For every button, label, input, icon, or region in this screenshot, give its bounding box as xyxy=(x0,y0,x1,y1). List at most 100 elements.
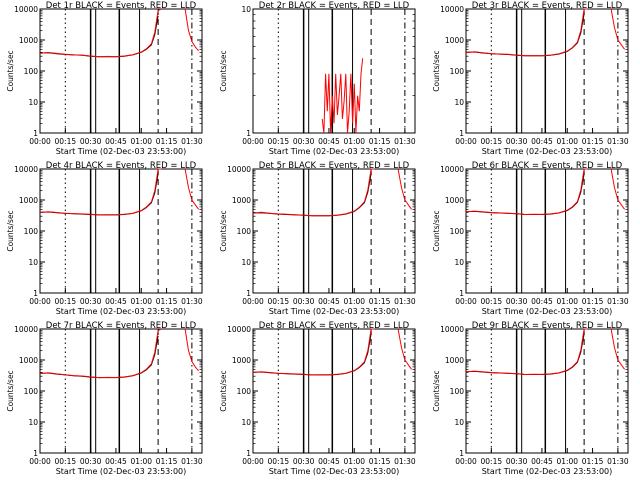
x-tick-label: 00:00 xyxy=(242,297,264,306)
y-tick-label: 100 xyxy=(237,387,252,396)
x-tick-label: 00:00 xyxy=(29,137,51,146)
events-series-line xyxy=(39,335,159,379)
panel-title: Det 8r BLACK = Events, RED = LLD xyxy=(259,321,410,331)
x-tick-label: 00:00 xyxy=(242,137,264,146)
y-tick-label: 10 xyxy=(454,98,464,107)
y-tick-label: 10000 xyxy=(440,325,464,334)
x-tick-label: 00:45 xyxy=(531,297,553,306)
y-tick-label: 1 xyxy=(246,449,251,458)
x-tick-label: 00:30 xyxy=(80,137,102,146)
x-tick-label: 00:15 xyxy=(55,457,77,466)
panel-det-6: Det 6r BLACK = Events, RED = LLD 1 10 100 10… xyxy=(432,161,629,316)
events-series-line xyxy=(252,173,372,217)
y-tick-label: 10000 xyxy=(14,165,38,174)
x-tick-label: 01:15 xyxy=(156,457,178,466)
x-axis-label: Start Time (02-Dec-03 23:53:00) xyxy=(269,307,400,316)
x-tick-label: 00:15 xyxy=(55,297,77,306)
y-axis-label: Counts/sec xyxy=(6,210,15,251)
x-tick-label: 01:00 xyxy=(343,297,365,306)
events-series-line xyxy=(465,173,585,215)
panel-det-1: Det 1r BLACK = Events, RED = LLD 1 10 100 10… xyxy=(6,1,203,156)
lld-series-line xyxy=(465,8,626,57)
x-tick-label: 00:00 xyxy=(29,297,51,306)
lld-series-line xyxy=(252,168,413,217)
x-tick-label: 00:15 xyxy=(55,137,77,146)
x-tick-label: 01:00 xyxy=(556,457,578,466)
x-tick-label: 00:00 xyxy=(455,297,477,306)
plot-frame xyxy=(39,168,203,294)
x-tick-label: 01:30 xyxy=(394,137,416,146)
lld-series-line xyxy=(465,328,626,376)
x-tick-label: 01:15 xyxy=(369,297,391,306)
plot-frame xyxy=(252,328,416,454)
x-tick-label: 01:15 xyxy=(582,137,604,146)
x-tick-label: 00:15 xyxy=(268,457,290,466)
y-tick-label: 1 xyxy=(33,449,38,458)
lld-series-line xyxy=(39,328,199,379)
x-tick-label: 00:45 xyxy=(105,297,127,306)
x-tick-label: 00:15 xyxy=(481,297,503,306)
y-tick-label: 100 xyxy=(24,227,39,236)
x-tick-label: 00:45 xyxy=(318,297,340,306)
y-tick-label: 10000 xyxy=(440,165,464,174)
x-tick-label: 00:30 xyxy=(80,297,102,306)
panel-det-9: Det 9r BLACK = Events, RED = LLD 1 10 100 10… xyxy=(432,321,629,476)
x-tick-label: 01:15 xyxy=(369,137,391,146)
y-tick-label: 10000 xyxy=(14,325,38,334)
x-tick-label: 01:00 xyxy=(556,137,578,146)
x-tick-label: 00:15 xyxy=(481,457,503,466)
x-tick-label: 01:00 xyxy=(343,457,365,466)
events-series-line xyxy=(39,173,159,216)
y-tick-label: 10 xyxy=(454,258,464,267)
panel-det-7: Det 7r BLACK = Events, RED = LLD 1 10 100 10… xyxy=(6,321,203,476)
x-tick-label: 00:00 xyxy=(455,137,477,146)
x-tick-label: 00:30 xyxy=(80,457,102,466)
x-tick-label: 00:00 xyxy=(29,457,51,466)
x-tick-label: 01:15 xyxy=(582,457,604,466)
x-tick-label: 01:15 xyxy=(156,137,178,146)
x-axis-label: Start Time (02-Dec-03 23:53:00) xyxy=(56,467,187,476)
y-tick-label: 10000 xyxy=(14,5,38,14)
x-tick-label: 00:30 xyxy=(506,137,528,146)
x-tick-label: 01:30 xyxy=(181,297,203,306)
y-tick-label: 10 xyxy=(28,418,38,427)
x-axis-label: Start Time (02-Dec-03 23:53:00) xyxy=(482,467,613,476)
lld-series-line xyxy=(465,168,626,216)
x-tick-label: 00:30 xyxy=(506,297,528,306)
x-tick-label: 00:30 xyxy=(293,137,315,146)
x-tick-label: 00:30 xyxy=(506,457,528,466)
y-tick-label: 1000 xyxy=(19,196,38,205)
events-series-line xyxy=(252,333,372,376)
y-tick-label: 10000 xyxy=(440,5,464,14)
y-tick-label: 10000 xyxy=(227,325,251,334)
events-series-line xyxy=(465,13,585,57)
y-axis-label: Counts/sec xyxy=(219,50,228,91)
y-tick-label: 100 xyxy=(24,67,39,76)
y-tick-label: 1000 xyxy=(445,356,464,365)
lld-series-line xyxy=(321,58,364,134)
x-tick-label: 01:00 xyxy=(556,297,578,306)
panel-det-5: Det 5r BLACK = Events, RED = LLD 1 10 100 10… xyxy=(219,161,416,316)
events-series-line xyxy=(465,333,585,375)
panel-det-3: Det 3r BLACK = Events, RED = LLD 1 10 100 10… xyxy=(432,1,629,156)
lld-series-line xyxy=(252,328,413,376)
panel-title: Det 4r BLACK = Events, RED = LLD xyxy=(46,161,197,171)
lld-series-line xyxy=(39,8,199,58)
y-tick-label: 1 xyxy=(33,129,38,138)
plot-frame xyxy=(252,168,416,294)
panel-det-2: Det 2r BLACK = Events, RED = LLD 1 10 00:00… xyxy=(219,1,416,156)
y-axis-label: Counts/sec xyxy=(6,370,15,411)
y-tick-label: 100 xyxy=(450,387,465,396)
y-tick-label: 10 xyxy=(241,418,251,427)
y-tick-label: 1000 xyxy=(19,36,38,45)
y-tick-label: 10 xyxy=(241,258,251,267)
x-tick-label: 01:15 xyxy=(369,457,391,466)
events-series-line xyxy=(39,15,159,58)
y-axis-label: Counts/sec xyxy=(432,50,441,91)
panel-title: Det 1r BLACK = Events, RED = LLD xyxy=(46,1,197,11)
y-tick-label: 100 xyxy=(24,387,39,396)
x-tick-label: 01:00 xyxy=(130,137,152,146)
x-tick-label: 00:45 xyxy=(318,137,340,146)
panel-det-8: Det 8r BLACK = Events, RED = LLD 1 10 100 10… xyxy=(219,321,416,476)
